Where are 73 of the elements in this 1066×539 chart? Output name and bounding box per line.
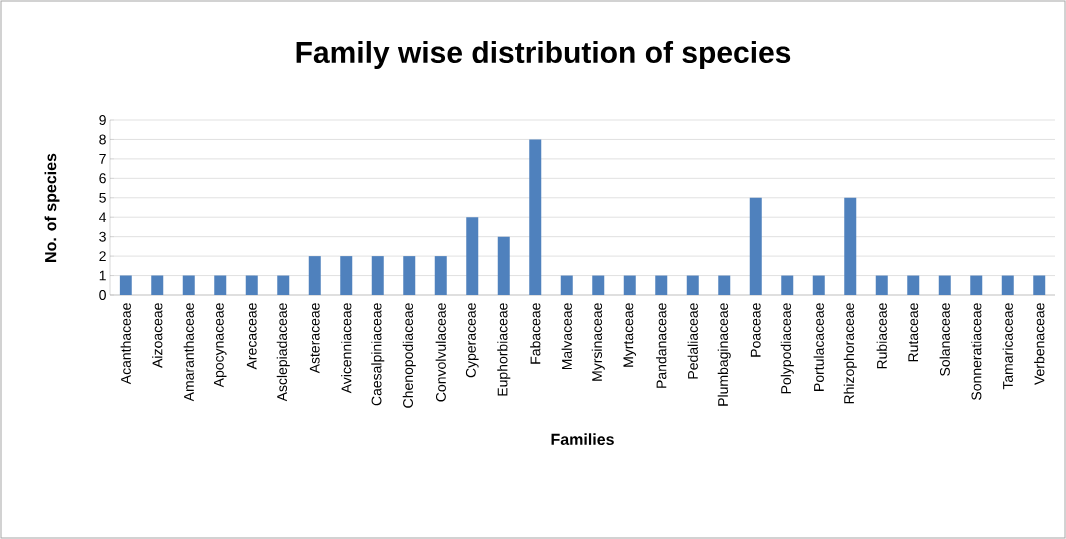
x-tick-label: Acanthaceae	[120, 303, 131, 385]
bar	[686, 275, 699, 295]
x-tick-label: Pedaliaceae	[687, 303, 698, 379]
y-axis-title: No. of species	[44, 153, 60, 262]
bar	[1001, 275, 1014, 295]
x-tick-label: Verbenaceae	[1034, 303, 1045, 385]
x-tick-label: Rhizophoraceae	[843, 303, 857, 404]
x-tick-label: Cyperaceae	[465, 303, 479, 378]
x-tick-label: Aizoaceae	[152, 303, 163, 368]
bar	[466, 217, 479, 295]
x-tick-label: Polypodiaceae	[780, 303, 794, 394]
y-tick-label: 7	[99, 154, 106, 164]
y-tick-label: 1	[99, 270, 106, 281]
bar	[844, 197, 857, 295]
x-tick-label: Caesalpiniaceae	[371, 303, 385, 406]
bar	[812, 275, 825, 295]
bar	[1033, 275, 1046, 295]
bar	[151, 275, 164, 295]
bar	[592, 275, 605, 295]
x-tick-label: Pandanaceae	[656, 303, 667, 388]
bar	[529, 139, 542, 295]
bar	[182, 275, 195, 295]
x-tick-label: Solanaceae	[939, 303, 950, 376]
y-tick-label: 8	[99, 134, 106, 145]
x-tick-label: Euphorbiaceae	[497, 303, 511, 396]
bar	[119, 275, 132, 295]
bar	[938, 275, 951, 295]
bar	[718, 275, 731, 295]
y-tick-label: 3	[99, 231, 106, 242]
x-tick-label: Asclepiadaceae	[276, 303, 290, 402]
x-tick-label: Apocynaceae	[213, 303, 227, 388]
x-tick-label: Fabaceae	[530, 303, 541, 364]
x-tick-label: Poaceae	[750, 303, 761, 357]
x-tick-label: Arecaceae	[246, 303, 257, 370]
bar	[623, 275, 636, 295]
chart-title: Family wise distribution of species	[296, 41, 791, 69]
bar	[749, 197, 762, 295]
x-tick-label: Tamaricaceae	[1002, 303, 1013, 390]
x-axis-title: Families	[551, 433, 614, 446]
bar	[655, 275, 668, 295]
bar	[308, 256, 321, 295]
bar	[214, 275, 227, 295]
y-tick-label: 0	[99, 290, 106, 300]
bar	[560, 275, 573, 295]
y-tick-label: 5	[99, 192, 106, 203]
bar	[340, 256, 353, 295]
bar	[434, 256, 447, 295]
bar	[781, 275, 794, 295]
x-tick-label: Plumbaginaceae	[717, 303, 731, 406]
y-tick-label: 4	[99, 212, 107, 223]
x-tick-label: Convolvulaceae	[435, 303, 446, 402]
bar	[875, 275, 888, 295]
x-tick-label: Malvaceae	[561, 303, 572, 370]
bar	[277, 275, 290, 295]
x-tick-label: Myrtaceae	[623, 303, 637, 367]
x-tick-label: Asteraceae	[309, 303, 320, 374]
bar	[371, 256, 384, 295]
x-tick-label: Myrsinaceae	[591, 303, 605, 381]
bar	[403, 256, 416, 295]
x-tick-label: Rubiaceae	[876, 303, 887, 369]
x-tick-label: Amaranthaceae	[183, 303, 194, 402]
x-tick-label: Avicenniaceae	[341, 303, 352, 394]
bar	[497, 236, 510, 295]
x-tick-label: Sonneratiaceae	[971, 303, 982, 400]
x-tick-label: Rutaceae	[908, 303, 919, 362]
y-tick-label: 9	[99, 115, 106, 125]
x-tick-label: Portulacaceae	[813, 303, 824, 391]
y-tick-label: 2	[99, 251, 106, 261]
x-tick-label: Chenopodiaceae	[402, 303, 416, 408]
y-tick-label: 6	[99, 173, 106, 184]
bar	[970, 275, 983, 295]
bar	[245, 275, 258, 295]
bar	[907, 275, 920, 295]
